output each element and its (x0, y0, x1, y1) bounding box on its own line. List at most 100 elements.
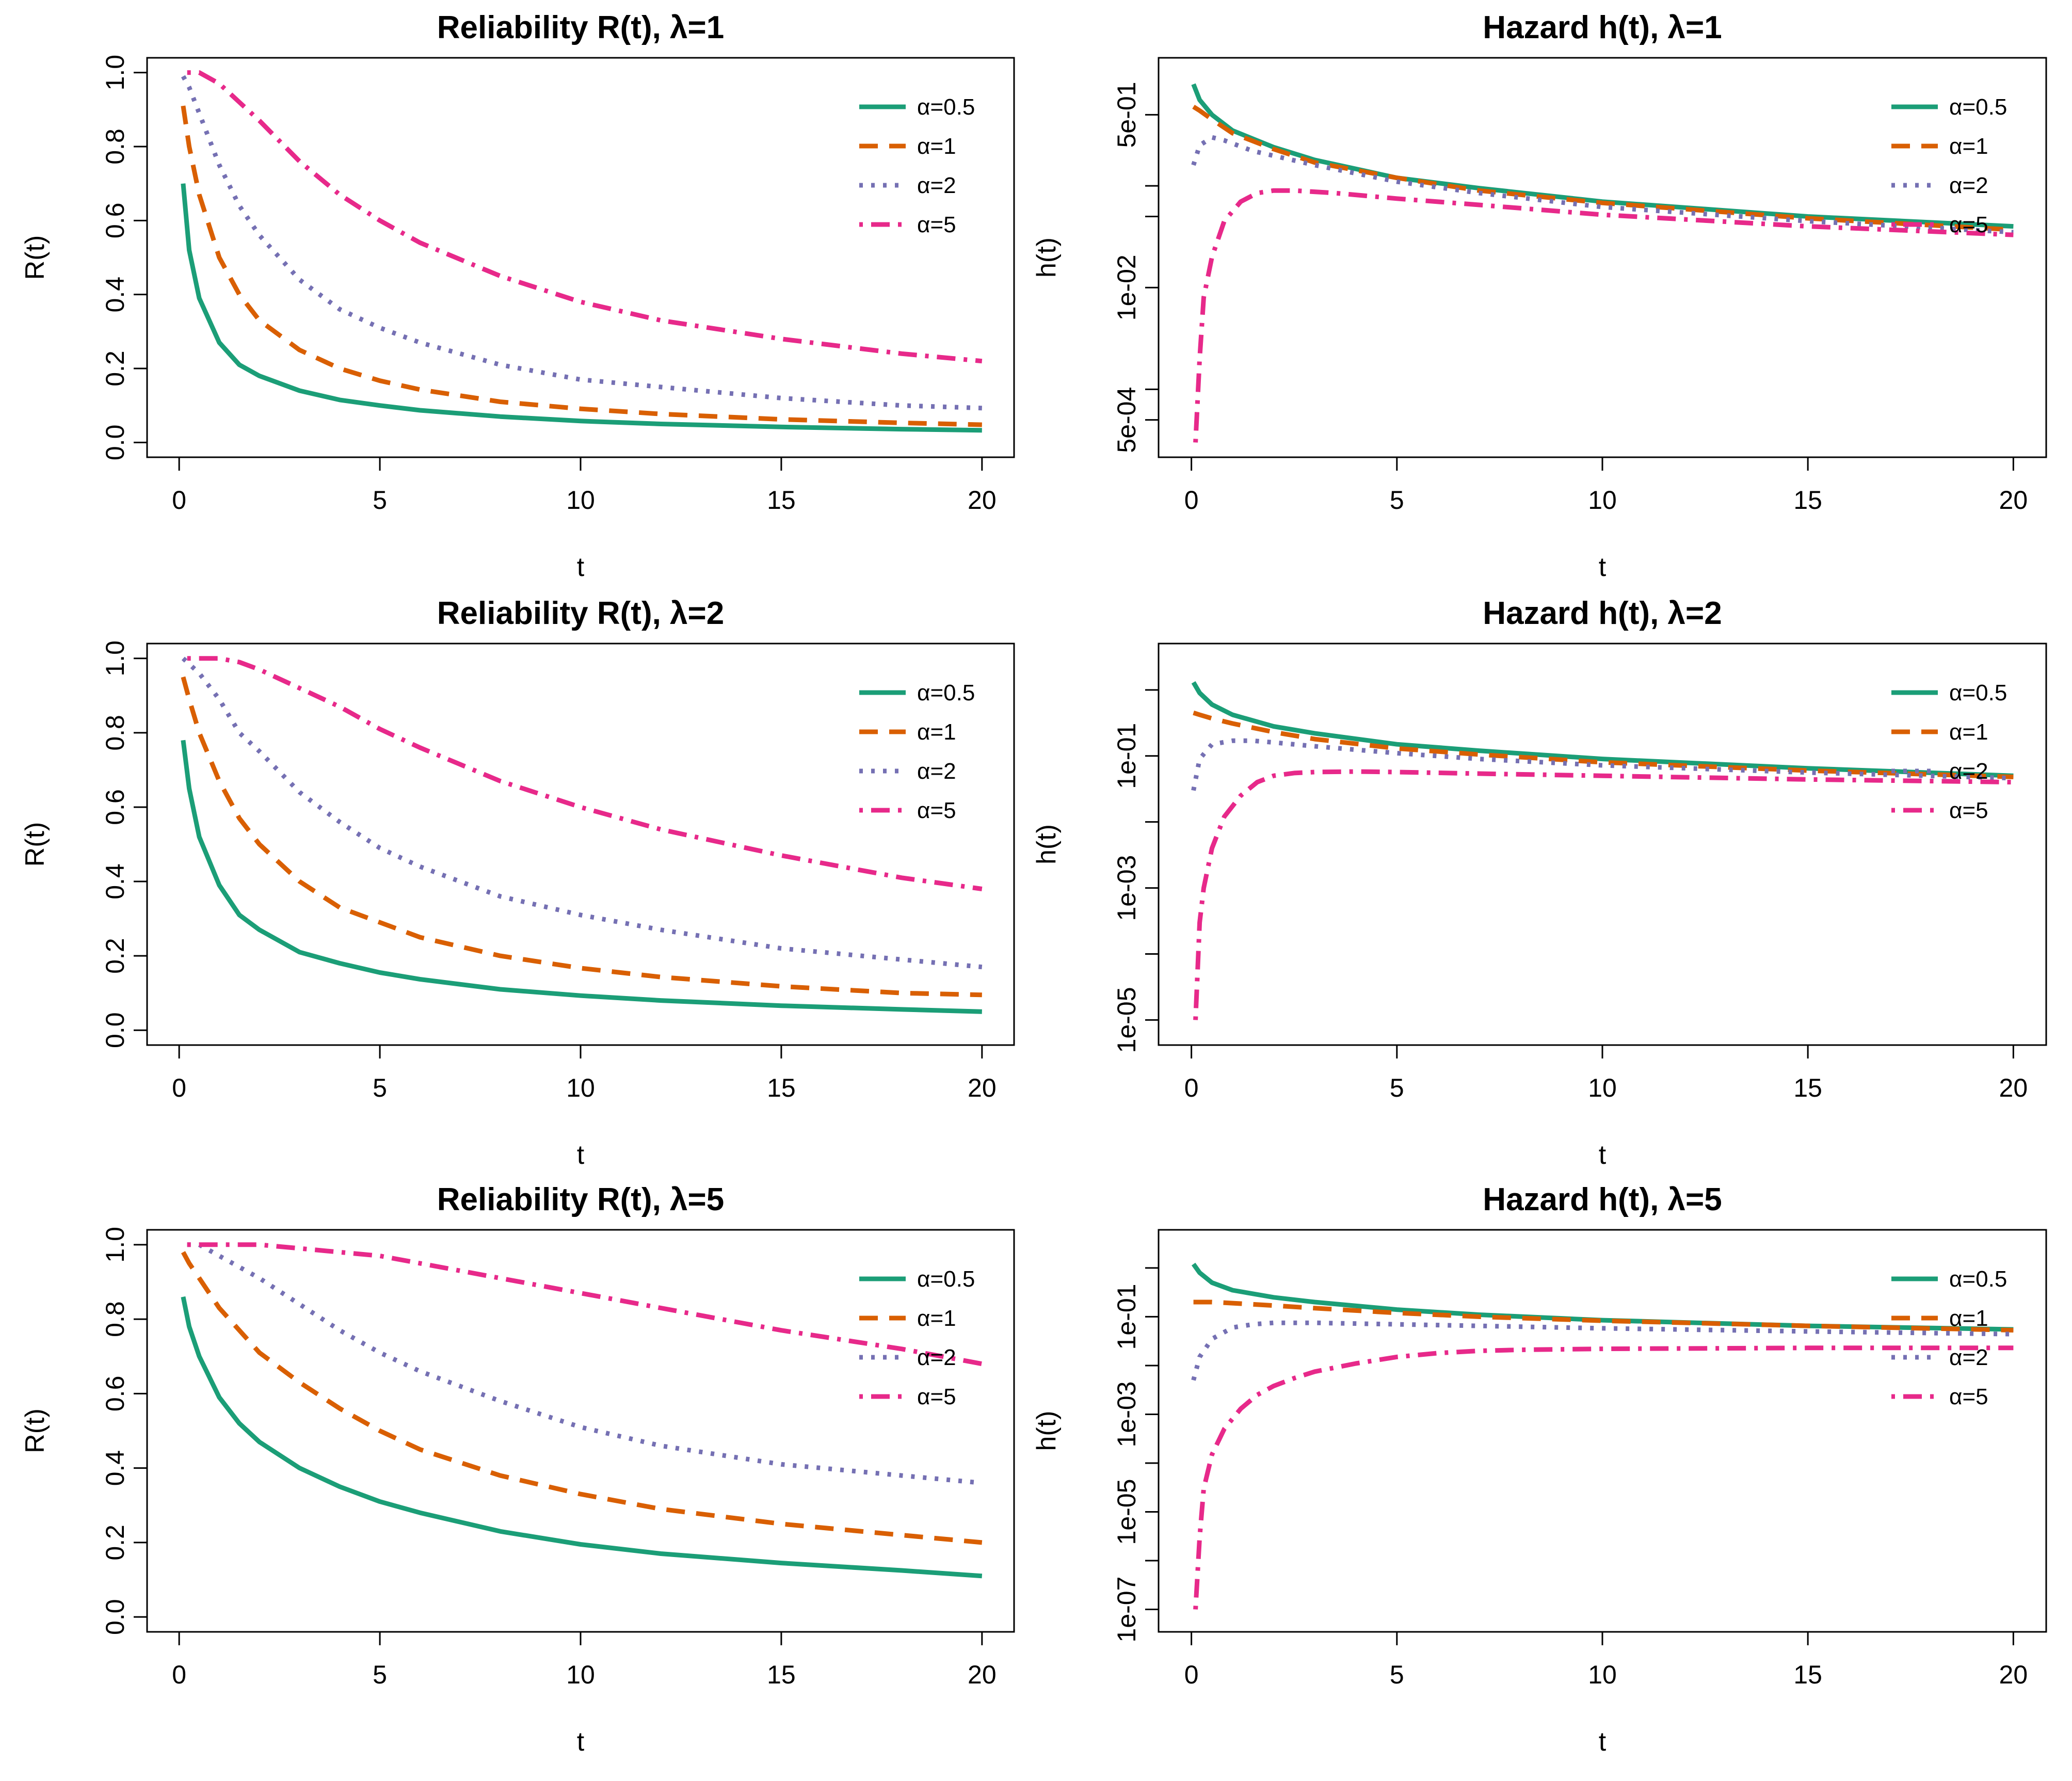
x-tick-label: 15 (767, 1660, 796, 1689)
series-line-3 (181, 656, 983, 970)
y-axis: 1e-07 1e-05 1e-03 1e-01 (1112, 1267, 1159, 1643)
legend-label: α=0.5 (917, 1266, 975, 1292)
x-tick-label: 20 (1999, 1660, 2028, 1689)
x-tick-label: 15 (767, 1073, 796, 1102)
legend: α=0.5 α=1 α=2 α=5 (859, 680, 975, 823)
series-line-2 (181, 676, 982, 998)
y-tick-label: 1.0 (101, 55, 130, 91)
x-axis-label: t (577, 552, 585, 582)
x-tick-label: 0 (1184, 1073, 1199, 1102)
legend-label: α=5 (1949, 1384, 1988, 1409)
x-axis-label: t (577, 1727, 585, 1757)
x-tick-label: 20 (1999, 1073, 2028, 1102)
series-line-3 (181, 75, 982, 411)
x-axis: 0 5 10 15 20 (1184, 1632, 2028, 1689)
series-line-1 (181, 740, 982, 1014)
plot-frame (1158, 643, 2047, 1046)
legend: α=0.5 α=1 α=2 α=5 (859, 94, 975, 237)
series-line-2 (1193, 1299, 2014, 1333)
y-axis: 5e-04 1e-02 5e-01 (1112, 82, 1159, 453)
x-tick-label: 5 (1390, 1660, 1404, 1689)
y-tick-label: 0.6 (101, 789, 130, 825)
y-tick-label: 5e-01 (1112, 82, 1141, 148)
x-axis-label: t (1599, 552, 1607, 582)
y-tick-label: 1e-05 (1112, 987, 1141, 1053)
panel-6: Hazard h(t), λ=5 0 5 10 15 20 t 1e-07 1e-05 1e-03… (1032, 1182, 2047, 1757)
x-tick-label: 0 (1184, 1660, 1199, 1689)
x-tick-label: 5 (373, 1660, 387, 1689)
series-group (181, 656, 983, 1014)
legend-label: α=1 (1949, 134, 1988, 159)
y-tick-label: 0.0 (101, 1012, 130, 1048)
y-tick-label: 0.8 (101, 129, 130, 165)
y-tick-label: 1e-01 (1112, 723, 1141, 789)
series-line-3 (1191, 1320, 2014, 1381)
x-tick-label: 5 (1390, 486, 1404, 515)
y-tick-label: 0.4 (101, 277, 130, 313)
legend-label: α=5 (1949, 798, 1988, 823)
chart-title: Reliability R(t), λ=5 (437, 1182, 724, 1217)
y-tick-label: 1e-05 (1112, 1479, 1141, 1545)
legend-label: α=1 (917, 719, 956, 745)
y-tick-label: 0.2 (101, 350, 130, 387)
series-group (1191, 681, 2014, 1020)
x-axis-label: t (1599, 1727, 1607, 1757)
panel-4: Hazard h(t), λ=2 0 5 10 15 20 t 1e-05 1e-03 1e-01… (1032, 596, 2047, 1170)
y-tick-label: 1.0 (101, 640, 130, 677)
y-axis-label: h(t) (1032, 1411, 1062, 1451)
x-tick-label: 5 (1390, 1073, 1404, 1102)
x-axis-label: t (1599, 1140, 1607, 1170)
x-tick-label: 5 (373, 486, 387, 515)
y-tick-label: 0.8 (101, 1301, 130, 1337)
x-tick-label: 10 (566, 486, 595, 515)
x-tick-label: 15 (767, 486, 796, 515)
chart-title: Reliability R(t), λ=1 (437, 10, 724, 45)
legend-label: α=0.5 (1949, 94, 2007, 120)
x-tick-label: 20 (1999, 486, 2028, 515)
chart-title: Reliability R(t), λ=2 (437, 596, 724, 631)
chart-title: Hazard h(t), λ=5 (1483, 1182, 1722, 1217)
y-tick-label: 0.2 (101, 938, 130, 974)
y-axis-label: R(t) (20, 1408, 50, 1453)
x-tick-label: 10 (1588, 1073, 1617, 1102)
series-line-4 (187, 1242, 983, 1367)
y-tick-label: 0.2 (101, 1525, 130, 1561)
y-tick-label: 1e-02 (1112, 254, 1141, 320)
legend-label: α=2 (917, 759, 956, 784)
x-tick-label: 20 (968, 1660, 997, 1689)
x-tick-label: 0 (172, 1660, 186, 1689)
plot-frame (1158, 57, 2047, 458)
series-line-2 (181, 1251, 983, 1545)
legend-label: α=2 (1949, 1345, 1988, 1370)
y-axis-label: R(t) (20, 235, 50, 280)
series-line-1 (1191, 1262, 2014, 1332)
series-line-1 (1191, 681, 2014, 778)
legend-label: α=5 (917, 1384, 956, 1409)
legend-label: α=1 (917, 134, 956, 159)
y-tick-label: 1e-07 (1112, 1577, 1141, 1643)
panel-2: Hazard h(t), λ=1 0 5 10 15 20 t 5e-04 1e-02 5e-01… (1032, 10, 2047, 582)
y-tick-label: 0.0 (101, 425, 130, 461)
legend-label: α=0.5 (1949, 680, 2007, 705)
series-line-4 (187, 70, 983, 364)
x-tick-label: 0 (172, 1073, 186, 1102)
plot-frame (146, 643, 1015, 1046)
x-axis: 0 5 10 15 20 (1184, 1045, 2028, 1102)
legend-label: α=2 (917, 1345, 956, 1370)
chart-title: Hazard h(t), λ=1 (1483, 10, 1722, 45)
legend-label: α=0.5 (1949, 1266, 2007, 1292)
x-tick-label: 15 (1793, 1660, 1822, 1689)
x-axis: 0 5 10 15 20 (1184, 457, 2028, 515)
y-tick-label: 0.8 (101, 715, 130, 751)
y-axis: 0.0 0.2 0.4 0.6 0.8 1.0 (101, 55, 147, 460)
x-tick-label: 20 (968, 486, 997, 515)
legend-label: α=0.5 (917, 94, 975, 120)
series-line-2 (1193, 710, 2014, 779)
legend: α=0.5 α=1 α=2 α=5 (859, 1266, 975, 1409)
y-tick-label: 1.0 (101, 1227, 130, 1263)
legend-label: α=1 (1949, 719, 1988, 745)
legend: α=0.5 α=1 α=2 α=5 (1891, 1266, 2007, 1409)
series-group (1191, 1262, 2014, 1610)
legend-label: α=2 (1949, 173, 1988, 198)
legend-label: α=1 (1949, 1306, 1988, 1331)
